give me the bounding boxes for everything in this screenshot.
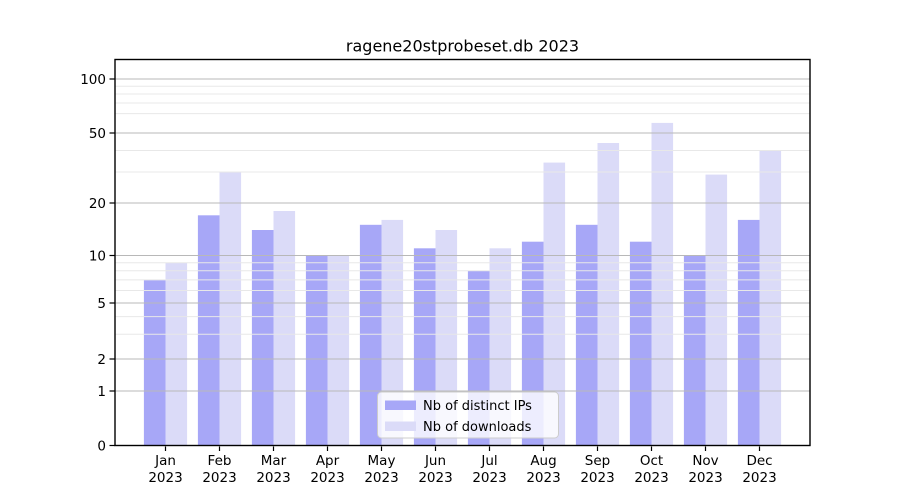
bar-ips-feb <box>197 215 220 446</box>
bar-ips-oct <box>629 241 652 446</box>
major-gridlines <box>115 78 810 392</box>
bar-downloads-nov <box>705 174 728 446</box>
legend-label-downloads: Nb of downloads <box>423 420 532 435</box>
x-tick-label-year: 2023 <box>472 470 506 486</box>
x-tick-label-month: Aug <box>530 453 556 469</box>
bar-downloads-jan <box>165 262 188 446</box>
x-tick-label-year: 2023 <box>580 470 614 486</box>
x-axis: Jan2023Feb2023Mar2023Apr2023May2023Jun20… <box>148 446 777 486</box>
minor-gridlines <box>115 85 810 335</box>
bar-downloads-aug <box>543 162 566 446</box>
legend-swatch-downloads <box>385 421 416 431</box>
y-tick-label: 20 <box>89 196 106 212</box>
x-tick-label-month: Sep <box>585 453 610 469</box>
y-tick-label: 100 <box>80 72 106 88</box>
x-tick-label-year: 2023 <box>634 470 668 486</box>
x-tick-label-month: Mar <box>261 453 287 469</box>
bar-ips-sep <box>575 224 598 446</box>
legend-label-distinct-ips: Nb of distinct IPs <box>423 399 532 414</box>
y-tick-label: 2 <box>97 352 106 368</box>
bar-downloads-oct <box>651 122 674 446</box>
x-tick-label-year: 2023 <box>688 470 722 486</box>
bar-downloads-may <box>381 219 404 446</box>
bar-ips-apr <box>305 255 328 446</box>
y-tick-label: 5 <box>97 296 106 312</box>
x-tick-label-month: Jul <box>480 453 497 469</box>
x-tick-label-month: Nov <box>692 453 718 469</box>
bar-downloads-mar <box>273 211 296 446</box>
x-tick-label-month: May <box>368 453 396 469</box>
legend-box <box>377 391 559 439</box>
x-tick-label-month: Dec <box>746 453 772 469</box>
chart-title: ragene20stprobeset.db 2023 <box>346 37 579 56</box>
y-tick-label: 50 <box>89 126 106 142</box>
x-tick-label-year: 2023 <box>256 470 290 486</box>
bar-downloads-apr <box>327 255 350 446</box>
x-tick-label-month: Feb <box>208 453 232 469</box>
y-axis: 0 1 2 5 10 20 50 100 <box>80 72 115 454</box>
x-tick-label-year: 2023 <box>148 470 182 486</box>
x-tick-label-year: 2023 <box>310 470 344 486</box>
bar-downloads-feb <box>219 172 242 446</box>
x-tick-label-year: 2023 <box>364 470 398 486</box>
bar-ips-jan <box>143 279 166 446</box>
y-tick-label: 10 <box>89 248 106 264</box>
y-tick-label: 1 <box>97 384 106 400</box>
bar-downloads-dec <box>759 150 782 446</box>
bar-ips-mar <box>251 230 274 446</box>
x-tick-label-month: Oct <box>640 453 663 469</box>
x-tick-label-year: 2023 <box>526 470 560 486</box>
x-tick-label-year: 2023 <box>742 470 776 486</box>
bar-ips-nov <box>683 255 706 446</box>
plot-border <box>114 58 811 447</box>
x-tick-label-year: 2023 <box>202 470 236 486</box>
x-tick-label-month: Jan <box>154 453 176 469</box>
legend: Nb of distinct IPs Nb of downloads <box>377 391 559 439</box>
x-tick-label-year: 2023 <box>418 470 452 486</box>
legend-swatch-distinct-ips <box>385 400 416 410</box>
bar-downloads-sep <box>597 143 620 446</box>
bar-ips-dec <box>737 219 760 446</box>
x-tick-label-month: Apr <box>316 453 340 469</box>
x-tick-label-month: Jun <box>424 453 446 469</box>
y-tick-label: 0 <box>97 438 106 454</box>
